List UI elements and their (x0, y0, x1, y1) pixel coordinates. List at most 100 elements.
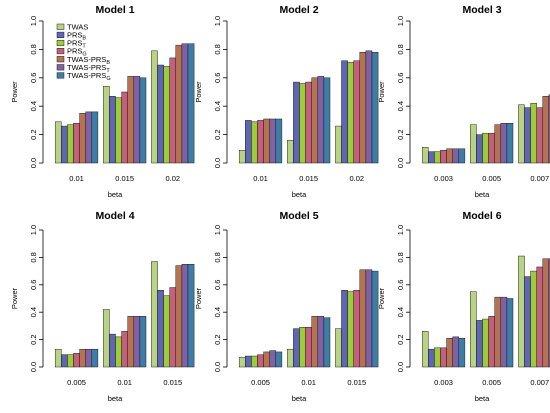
bar (458, 148, 466, 164)
y-tick-label: 0.4 (213, 101, 222, 111)
x-category-label: 0.005 (482, 378, 501, 387)
chart-panel: Model 3 0.0 0.2 0.4 0.6 0.8 1.0 Power 0.003 0.005… (377, 4, 550, 199)
bar (157, 290, 164, 368)
y-tick-label: 0.8 (396, 252, 405, 262)
bar (163, 66, 170, 164)
y-tick-label: 0.6 (213, 280, 222, 290)
bar (421, 331, 429, 368)
y-tick-label: 0.4 (396, 307, 405, 317)
bar (169, 57, 177, 164)
bar (341, 290, 348, 368)
bar (458, 338, 466, 368)
x-category-label: 0.01 (301, 378, 316, 387)
bar (305, 327, 312, 368)
y-tick-label: 1.0 (396, 225, 405, 235)
bar (434, 151, 441, 164)
bar (530, 103, 537, 164)
bar (293, 328, 300, 368)
y-tick-label: 1.0 (396, 16, 405, 26)
bar (434, 347, 441, 368)
bar (494, 296, 502, 368)
bar (275, 351, 283, 368)
bar (67, 124, 74, 164)
bar (103, 86, 110, 164)
bar (157, 64, 164, 164)
bar (440, 347, 447, 368)
bar (269, 350, 277, 368)
chart-title: Model 6 (462, 210, 501, 222)
x-category-label: 0.01 (69, 174, 84, 183)
legend-swatch (56, 72, 65, 79)
bar (500, 123, 508, 164)
chart-title: Model 5 (279, 210, 318, 222)
legend-label: TWAS (67, 22, 88, 31)
bar (323, 317, 331, 368)
bar (506, 123, 514, 164)
legend-label: TWAS-PRSB (67, 55, 110, 66)
bar (476, 134, 483, 164)
x-category-label: 0.003 (434, 174, 453, 183)
chart-panel: Model 1 0.0 0.2 0.4 0.6 0.8 1.0 Power 0.01 0.015 0… (10, 4, 195, 199)
bar (335, 125, 342, 164)
bar (317, 76, 325, 164)
y-axis-label: Power (377, 81, 386, 103)
x-category-label: 0.015 (299, 174, 318, 183)
bar (109, 96, 116, 164)
bar (151, 261, 158, 368)
bar (421, 147, 429, 164)
legend-label: PRST (67, 39, 86, 50)
bar (54, 121, 62, 164)
y-tick-label: 0.8 (213, 252, 222, 262)
legend-swatch (56, 23, 65, 30)
bar (518, 104, 525, 164)
bar (524, 107, 531, 164)
y-axis-label: Power (377, 287, 386, 309)
x-category-label: 0.02 (165, 174, 180, 183)
y-axis-label: Power (194, 81, 203, 103)
bar (548, 258, 550, 368)
bar (446, 338, 453, 368)
bar (482, 132, 489, 164)
bar (299, 83, 306, 164)
bar (245, 355, 252, 368)
bar (482, 318, 489, 368)
bar (311, 316, 319, 368)
legend-label: TWAS-PRST (67, 63, 110, 74)
bar (115, 336, 122, 368)
bar (470, 124, 477, 164)
y-tick-label: 1.0 (29, 16, 38, 26)
bar (287, 140, 294, 164)
chart-title: Model 3 (462, 4, 501, 16)
bar (127, 316, 135, 368)
y-axis-label: Power (10, 287, 19, 309)
y-axis-label: Power (194, 287, 203, 309)
bar (257, 354, 264, 368)
bar (518, 255, 525, 368)
bar (335, 328, 342, 368)
bar (353, 60, 361, 164)
bar (299, 327, 306, 368)
chart-title: Model 1 (95, 4, 134, 16)
legend-swatch (56, 31, 65, 38)
y-tick-label: 1.0 (213, 225, 222, 235)
y-tick-label: 0.4 (29, 307, 38, 317)
bar (85, 111, 93, 164)
bar (91, 348, 99, 368)
y-tick-label: 0.4 (29, 101, 38, 111)
y-tick-label: 0.8 (29, 252, 38, 262)
bar (139, 316, 147, 368)
bar (67, 354, 74, 368)
y-tick-label: 0.6 (213, 73, 222, 83)
x-category-label: 0.003 (434, 378, 453, 387)
chart-panel: Model 2 0.0 0.2 0.4 0.6 0.8 1.0 Power 0.01 0.015 0… (194, 4, 379, 199)
x-category-label: 0.007 (530, 174, 549, 183)
bar (470, 291, 477, 368)
chart-panel: Model 6 0.0 0.2 0.4 0.6 0.8 1.0 Power 0.003 0.005… (377, 210, 550, 403)
bar (536, 266, 544, 368)
bar (293, 81, 300, 164)
bar (488, 316, 495, 368)
x-category-label: 0.015 (115, 174, 134, 183)
y-tick-label: 0.0 (213, 158, 222, 168)
chart-title: Model 2 (279, 4, 318, 16)
bar (61, 125, 68, 164)
